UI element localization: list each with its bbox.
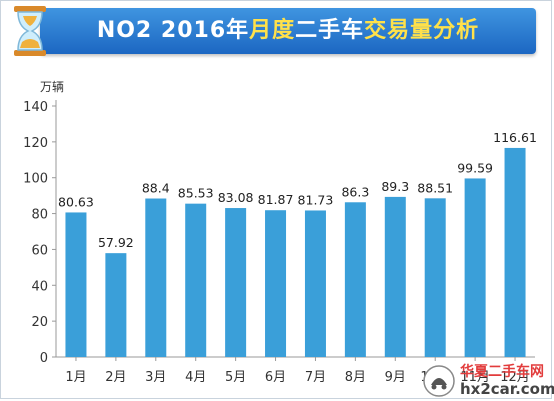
data-label: 81.73 bbox=[298, 192, 334, 207]
data-label: 85.53 bbox=[178, 186, 214, 201]
data-label: 116.61 bbox=[493, 130, 537, 145]
x-tick-label: 3月 bbox=[145, 370, 166, 385]
watermark-url: hx2car.com bbox=[460, 380, 554, 398]
bar bbox=[105, 253, 127, 357]
bar bbox=[225, 208, 247, 357]
chart-title: NO2 2016年月度二手车交易量分析 bbox=[40, 8, 536, 54]
data-label: 86.3 bbox=[341, 184, 369, 199]
y-tick-label: 60 bbox=[31, 243, 48, 258]
bar bbox=[304, 210, 326, 357]
y-tick-label: 100 bbox=[23, 172, 48, 187]
bar bbox=[185, 203, 207, 357]
bar bbox=[504, 147, 526, 357]
data-label: 88.51 bbox=[417, 180, 453, 195]
bar bbox=[424, 198, 446, 357]
y-tick-label: 140 bbox=[23, 100, 48, 115]
title-suffix: 交易量分析 bbox=[364, 18, 480, 43]
y-axis-unit: 万辆 bbox=[40, 80, 65, 94]
bar bbox=[265, 210, 287, 357]
y-tick-label: 80 bbox=[31, 208, 48, 223]
bar bbox=[344, 202, 366, 357]
y-tick-label: 20 bbox=[31, 315, 48, 330]
bar bbox=[65, 212, 87, 357]
data-label: 88.4 bbox=[142, 181, 170, 196]
x-tick-label: 12月 bbox=[500, 370, 530, 385]
data-label: 80.63 bbox=[58, 194, 94, 209]
watermark-name: 华夏二手车网 bbox=[460, 364, 544, 380]
title-prefix: NO2 2016年 bbox=[96, 18, 250, 43]
title-highlight: 月度 bbox=[249, 18, 296, 43]
title-banner: NO2 2016年月度二手车交易量分析 bbox=[40, 8, 536, 54]
x-tick-label: 9月 bbox=[385, 370, 406, 385]
car-logo-icon bbox=[423, 365, 455, 397]
x-tick-label: 2月 bbox=[105, 370, 126, 385]
bar bbox=[384, 196, 406, 357]
data-label: 81.87 bbox=[258, 192, 294, 207]
x-tick-label: 6月 bbox=[265, 370, 286, 385]
y-tick-label: 0 bbox=[40, 351, 48, 366]
data-label: 99.59 bbox=[457, 160, 493, 175]
hourglass-icon bbox=[14, 6, 46, 56]
x-tick-label: 4月 bbox=[185, 370, 206, 385]
bar bbox=[145, 198, 167, 357]
x-tick-label: 8月 bbox=[345, 370, 366, 385]
y-tick-label: 40 bbox=[31, 279, 48, 294]
data-label: 83.08 bbox=[218, 190, 254, 205]
x-tick-label: 1月 bbox=[65, 370, 86, 385]
x-tick-label: 7月 bbox=[305, 370, 326, 385]
title-middle: 二手车 bbox=[295, 18, 365, 43]
x-tick-label: 5月 bbox=[225, 370, 246, 385]
bar bbox=[464, 178, 486, 357]
watermark: 华夏二手车网 hx2car.com bbox=[422, 361, 554, 401]
data-label: 89.3 bbox=[381, 179, 409, 194]
data-label: 57.92 bbox=[98, 235, 134, 250]
x-tick-label: 11月 bbox=[460, 370, 490, 385]
y-tick-label: 120 bbox=[23, 136, 48, 151]
